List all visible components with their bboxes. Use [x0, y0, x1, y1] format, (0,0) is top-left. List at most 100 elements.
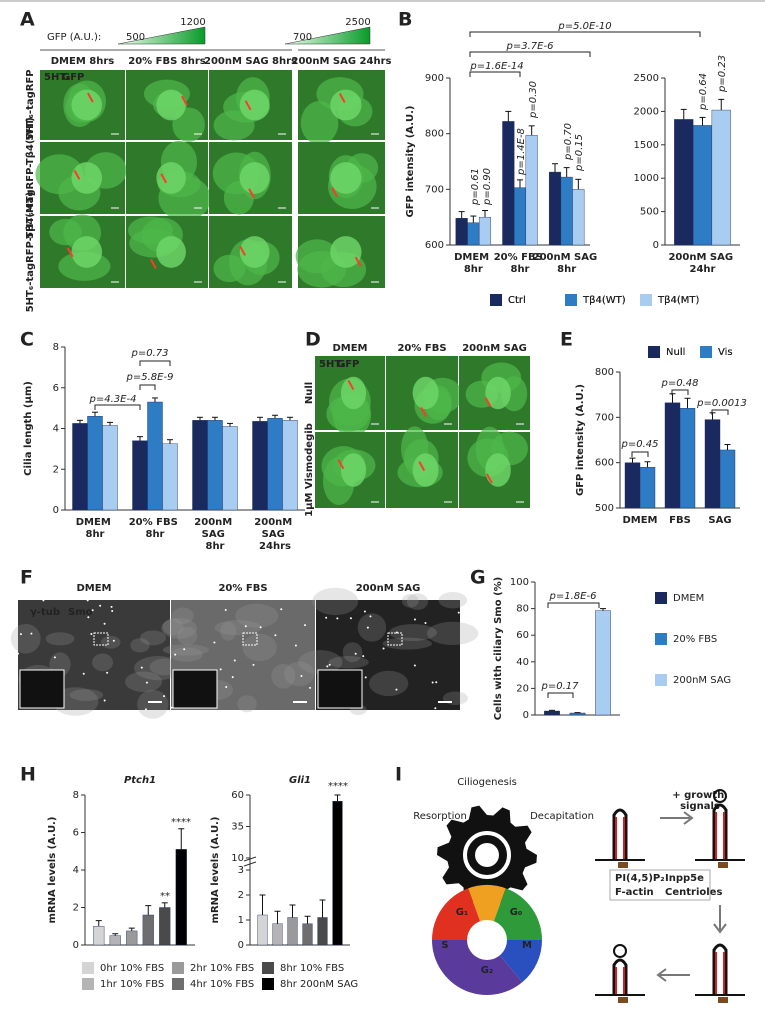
legend-swatch — [490, 294, 502, 306]
micrograph — [161, 600, 315, 713]
stain-label: γ-tub — [30, 607, 60, 618]
bar — [692, 125, 713, 246]
label-line: SAG — [202, 529, 229, 540]
annotation: p=0.45 — [621, 439, 659, 450]
cilium-membrane — [715, 952, 725, 995]
error-bar — [145, 905, 152, 915]
y-tick-label: 600 — [595, 458, 614, 469]
bar — [282, 420, 298, 511]
error-bar — [470, 215, 477, 223]
spot — [244, 625, 247, 628]
legend-label: Centrioles — [665, 887, 722, 898]
y-tick-label: 2 — [238, 890, 244, 901]
error-bar — [482, 209, 488, 218]
x-tick-label: 200nM SAG 8hr — [533, 252, 601, 275]
spot — [87, 616, 90, 619]
bar — [222, 426, 238, 511]
texture — [171, 607, 194, 625]
legend-label: Vis — [718, 347, 733, 358]
cilium — [244, 100, 252, 111]
spot — [366, 626, 369, 629]
legend-label: Inpp5e — [665, 873, 704, 884]
bar — [595, 610, 611, 716]
error-bar — [552, 163, 558, 173]
y-tick-label: 40 — [516, 657, 529, 668]
texture — [161, 617, 198, 639]
texture — [92, 653, 114, 672]
y-tick-label: 0 — [653, 240, 659, 251]
y-tick-label: 2500 — [634, 73, 659, 84]
micrograph — [315, 432, 385, 508]
x-tick-label: 20% FBS 8hr — [494, 252, 547, 275]
bar — [287, 917, 298, 946]
legend-label: 200nM SAG — [673, 675, 731, 686]
nucleus — [71, 162, 103, 194]
spot — [140, 666, 143, 669]
row-header: 5HT₆-tagRFP-Tβ4(MT) — [25, 192, 36, 313]
annotation: p=0.30 — [528, 81, 539, 119]
spot — [170, 706, 173, 709]
panel-letter: H — [20, 764, 36, 786]
error-bar — [724, 444, 731, 450]
bracket — [94, 404, 141, 410]
error-bar — [92, 411, 98, 417]
column-header: 200nM SAG — [356, 583, 421, 594]
error-bar — [669, 393, 676, 403]
legend-label: Tβ4(WT) — [582, 295, 626, 306]
spot — [434, 707, 437, 710]
x-tick-label: DMEM — [622, 515, 657, 526]
legend-swatch — [82, 978, 94, 990]
legend-label: Null — [666, 347, 685, 358]
spot — [309, 686, 312, 689]
inset — [317, 669, 363, 709]
bar — [132, 440, 148, 511]
gfp-scale — [117, 26, 206, 45]
texture — [235, 603, 279, 628]
error-bar — [549, 709, 555, 712]
column-header: DMEM — [332, 343, 367, 354]
legend-label: Ctrl — [508, 295, 526, 306]
error-bar — [528, 125, 535, 136]
micrograph — [295, 216, 385, 288]
bar — [257, 914, 268, 946]
annotation: p=0.15 — [574, 134, 585, 172]
spot — [110, 605, 113, 608]
texture — [137, 689, 169, 719]
bracket — [547, 692, 574, 698]
cilium — [86, 92, 94, 103]
y-tick-label: 6 — [73, 828, 79, 839]
spot — [82, 672, 85, 675]
bar — [252, 421, 268, 511]
gfp-scale — [284, 26, 371, 45]
axis-break — [243, 856, 257, 867]
arrow — [713, 905, 727, 934]
spot — [17, 652, 20, 655]
error-bar — [505, 110, 512, 122]
error-bar — [644, 461, 651, 468]
gear-hub — [475, 843, 499, 867]
panel-letter: I — [395, 764, 402, 786]
bar — [525, 135, 538, 246]
legend-label: Tβ4(MT) — [657, 295, 699, 306]
bar — [639, 467, 656, 509]
arrow — [656, 968, 690, 982]
spot — [213, 641, 216, 644]
label-line: 200nM SAG — [533, 252, 601, 263]
spot — [300, 674, 303, 677]
event-label: Decapitation — [530, 811, 594, 822]
error-bar — [112, 933, 119, 936]
legend-swatch — [262, 962, 274, 974]
nucleus — [330, 89, 362, 121]
spot — [174, 653, 177, 656]
phase-label: G₁ — [456, 907, 469, 918]
error-bar — [563, 167, 570, 178]
spot — [362, 655, 365, 658]
legend-label: 0hr 10% FBS — [100, 963, 164, 974]
y-tick-label: 500 — [640, 207, 659, 218]
legend-label: Tβ4(WT) — [582, 295, 626, 306]
cell — [213, 110, 255, 141]
y-tick-label: 100 — [510, 577, 529, 588]
spot — [303, 624, 306, 627]
texture — [140, 630, 166, 646]
annotation: p=1.8E-6 — [549, 591, 597, 602]
